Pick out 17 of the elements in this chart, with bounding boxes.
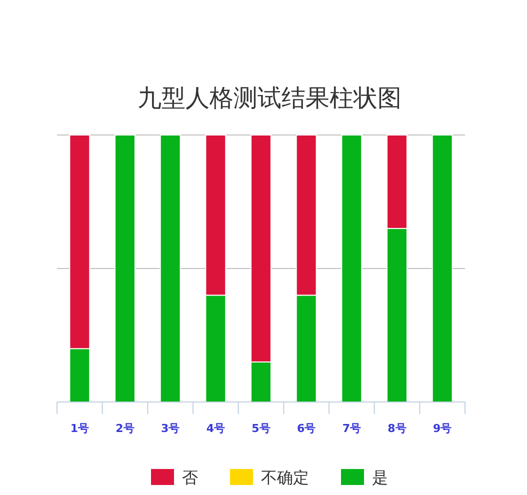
x-tick-label: 7号 <box>342 422 361 435</box>
x-tick-label: 5号 <box>252 422 270 435</box>
x-tick-label: 3号 <box>161 422 180 435</box>
x-tick-label: 8号 <box>388 422 406 435</box>
x-tick-label: 2号 <box>116 422 134 435</box>
bar <box>341 134 362 402</box>
legend-label: 否 <box>182 468 198 487</box>
x-tick-label: 1号 <box>70 422 89 435</box>
x-tick-label: 4号 <box>206 422 225 435</box>
legend-label: 不确定 <box>261 468 309 487</box>
x-tick-label: 6号 <box>297 422 316 435</box>
chart-title: 九型人格测试结果柱状图 <box>138 84 402 112</box>
x-tick-label: 9号 <box>433 422 452 435</box>
bar <box>160 134 181 402</box>
bar <box>432 134 453 402</box>
legend-label: 是 <box>372 468 388 487</box>
bar <box>114 134 136 402</box>
